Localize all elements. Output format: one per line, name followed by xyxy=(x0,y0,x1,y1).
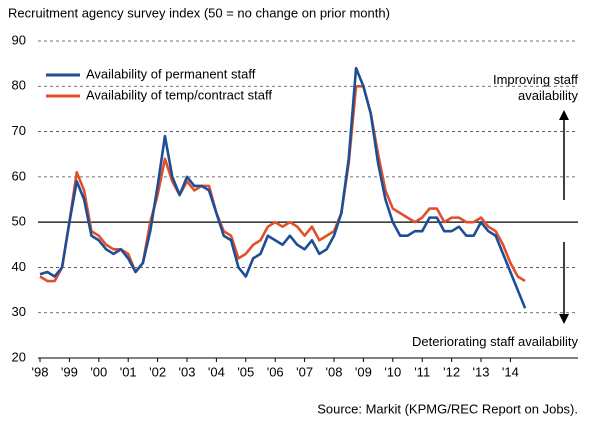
source: Source: Markit (KPMG/REC Report on Jobs)… xyxy=(317,401,578,416)
x-tick-label: '11 xyxy=(414,364,430,379)
legend-label: Availability of permanent staff xyxy=(86,66,256,81)
y-tick-label: 70 xyxy=(12,123,26,138)
y-tick-label: 20 xyxy=(12,349,26,364)
x-tick-label: '05 xyxy=(237,364,254,379)
y-tick-label: 50 xyxy=(12,214,26,229)
x-tick-label: '12 xyxy=(443,364,460,379)
x-tick-label: '01 xyxy=(120,364,137,379)
x-tick-label: '14 xyxy=(502,364,519,379)
x-tick-label: '04 xyxy=(208,364,225,379)
x-tick-label: '13 xyxy=(473,364,490,379)
x-tick-label: '06 xyxy=(267,364,284,379)
x-tick-label: '10 xyxy=(384,364,401,379)
x-tick-label: '07 xyxy=(296,364,313,379)
y-tick-label: 90 xyxy=(12,32,26,47)
series-line xyxy=(39,84,526,283)
x-tick-label: '00 xyxy=(90,364,107,379)
x-tick-label: '02 xyxy=(149,364,166,379)
x-tick-label: '03 xyxy=(179,364,196,379)
y-tick-label: 80 xyxy=(12,78,26,93)
x-tick-label: '99 xyxy=(61,364,78,379)
x-tick-label: '09 xyxy=(355,364,372,379)
arrows xyxy=(559,110,569,324)
x-tick-label: '98 xyxy=(32,364,49,379)
series-line xyxy=(39,66,527,309)
annotation-down: Deteriorating staff availability xyxy=(412,334,578,349)
legend-label: Availability of temp/contract staff xyxy=(86,87,272,102)
chart-title: Recruitment agency survey index (50 = no… xyxy=(8,5,390,20)
x-tick-label: '08 xyxy=(326,364,343,379)
y-tick-label: 60 xyxy=(12,168,26,183)
annotation-up: Improving staff availability xyxy=(492,72,578,103)
y-tick-label: 40 xyxy=(12,259,26,274)
y-tick-label: 30 xyxy=(12,304,26,319)
